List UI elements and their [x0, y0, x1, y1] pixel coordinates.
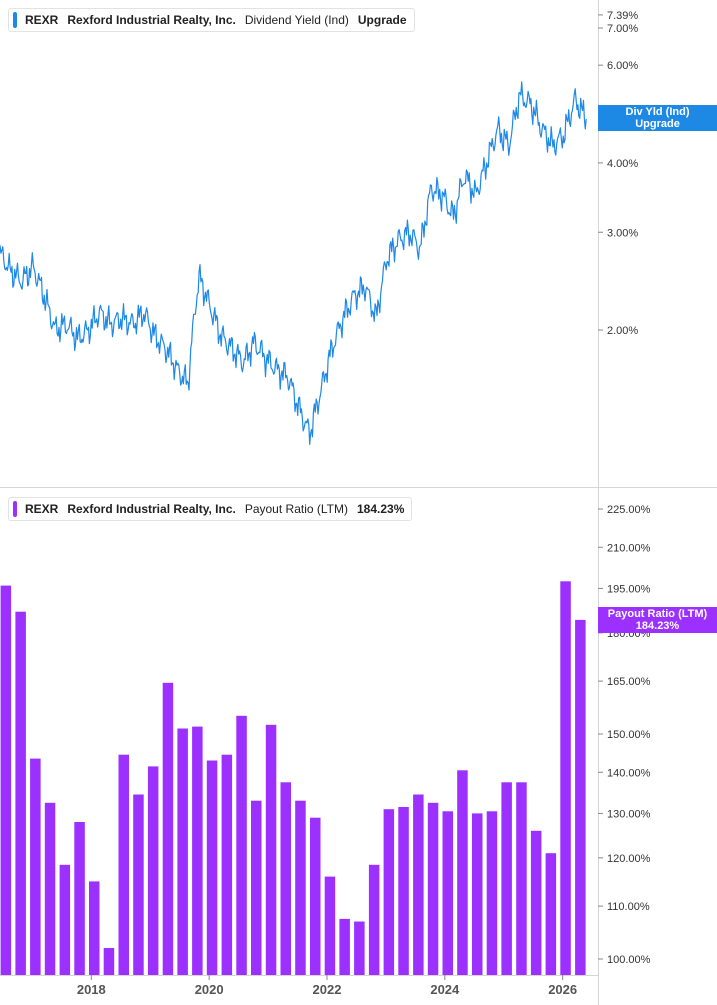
payout-bar	[89, 881, 100, 975]
y-tick-label: 110.00%	[607, 901, 650, 913]
tag-line-1: Payout Ratio (LTM)	[607, 608, 708, 620]
legend-metric: Payout Ratio (LTM)	[244, 502, 348, 516]
payout-bar	[236, 715, 247, 975]
payout-bar	[324, 876, 336, 975]
legend-dividend-yield[interactable]: REXR Rexford Industrial Realty, Inc. Div…	[8, 8, 415, 32]
legend-swatch-payout	[13, 501, 17, 517]
y-tick-label: 165.00%	[607, 676, 651, 688]
payout-bar	[133, 794, 144, 975]
payout-bar	[368, 864, 380, 975]
payout-bar	[383, 809, 395, 975]
payout-bar	[118, 754, 129, 975]
x-tick-label: 2022	[313, 982, 342, 997]
y-tick-label: 150.00%	[607, 729, 651, 741]
payout-bar	[545, 853, 557, 975]
payout-bar	[177, 728, 188, 975]
payout-bar	[339, 918, 350, 975]
payout-bar	[74, 822, 85, 975]
payout-bar	[295, 800, 306, 975]
y-tick-label: 2.00%	[607, 325, 638, 337]
y-tick-label: 195.00%	[607, 583, 651, 595]
tag-line-1: Div Yld (Ind)	[625, 106, 690, 118]
tag-line-2: Upgrade	[635, 118, 680, 130]
payout-bar	[442, 811, 453, 975]
payout-bar	[30, 758, 41, 975]
y-tick-label: 140.00%	[607, 767, 651, 779]
legend-payout-ratio[interactable]: REXR Rexford Industrial Realty, Inc. Pay…	[8, 497, 413, 521]
payout-bar	[516, 782, 527, 975]
payout-bar	[398, 807, 409, 975]
payout-bar	[310, 817, 321, 975]
current-yield-tag[interactable]: Div Yld (Ind) Upgrade	[598, 105, 717, 131]
payout-bar	[530, 830, 542, 975]
legend-metric: Dividend Yield (Ind)	[244, 13, 349, 27]
payout-bar	[192, 726, 203, 975]
payout-bar	[147, 766, 159, 975]
payout-bar	[413, 794, 424, 975]
tag-line-2: 184.23%	[635, 620, 680, 632]
payout-bar	[354, 921, 365, 975]
payout-bar	[501, 782, 512, 975]
payout-bar	[59, 864, 71, 975]
legend-swatch-yield	[13, 12, 17, 28]
legend-ticker: REXR	[25, 13, 59, 27]
payout-bar	[162, 682, 174, 975]
y-tick-label: 4.00%	[607, 158, 638, 170]
y-tick-label: 6.00%	[607, 60, 638, 72]
y-tick-label: 225.00%	[607, 504, 651, 516]
payout-bar	[206, 760, 218, 975]
legend-value-upgrade[interactable]: Upgrade	[357, 13, 407, 27]
x-tick-label: 2026	[548, 982, 577, 997]
payout-bar	[280, 782, 291, 975]
y-tick-label: 210.00%	[607, 542, 651, 554]
payout-bar	[457, 770, 468, 975]
payout-bar	[472, 813, 483, 975]
y-tick-label: 7.39%	[607, 10, 638, 22]
x-tick-label: 2024	[430, 982, 460, 997]
payout-bar	[486, 811, 498, 975]
legend-value: 184.23%	[356, 502, 405, 516]
x-tick-label: 2018	[77, 982, 106, 997]
payout-bar	[103, 948, 115, 975]
payout-bar	[44, 802, 56, 975]
legend-company: Rexford Industrial Realty, Inc.	[67, 13, 236, 27]
payout-bar	[265, 724, 277, 975]
x-tick-label: 2020	[195, 982, 224, 997]
y-tick-label: 3.00%	[607, 227, 638, 239]
y-tick-label: 120.00%	[607, 853, 651, 865]
payout-bar	[575, 619, 586, 975]
payout-bar	[0, 585, 12, 975]
payout-bar	[15, 611, 26, 975]
y-tick-label: 100.00%	[607, 954, 651, 966]
y-tick-label: 7.00%	[607, 23, 638, 35]
payout-bar	[221, 754, 233, 975]
payout-bar	[427, 802, 439, 975]
payout-bar	[560, 581, 571, 975]
legend-ticker: REXR	[25, 502, 59, 516]
y-tick-label: 130.00%	[607, 808, 651, 820]
dividend-yield-line	[0, 81, 587, 445]
current-payout-tag: Payout Ratio (LTM) 184.23%	[598, 607, 717, 633]
payout-bar	[251, 800, 262, 975]
legend-company: Rexford Industrial Realty, Inc.	[67, 502, 236, 516]
